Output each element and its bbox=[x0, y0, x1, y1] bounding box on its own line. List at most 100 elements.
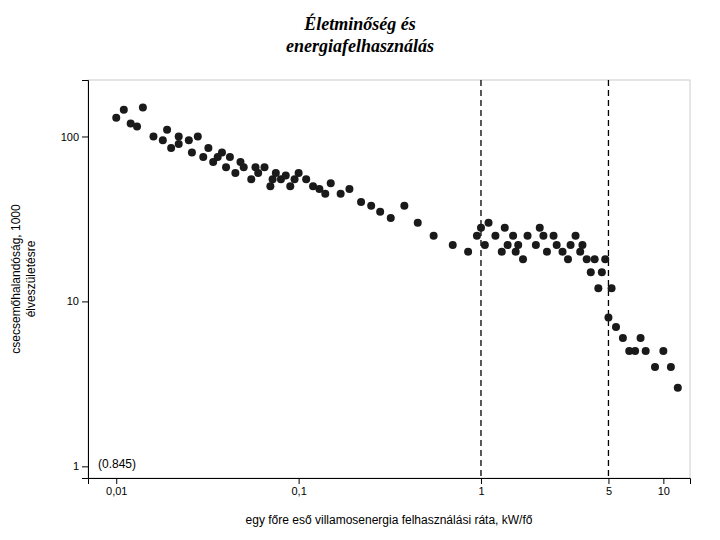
point bbox=[594, 284, 602, 292]
point bbox=[631, 347, 639, 355]
point bbox=[194, 132, 202, 140]
point bbox=[608, 284, 616, 292]
point bbox=[559, 248, 567, 256]
y-tick: 1 bbox=[73, 460, 88, 472]
point bbox=[175, 140, 183, 148]
point bbox=[514, 241, 522, 249]
point bbox=[498, 248, 506, 256]
point bbox=[667, 363, 675, 371]
point bbox=[601, 255, 609, 263]
point bbox=[302, 175, 310, 183]
point bbox=[539, 232, 547, 240]
point bbox=[501, 224, 509, 232]
point bbox=[376, 208, 384, 216]
point bbox=[519, 255, 527, 263]
point bbox=[572, 232, 580, 240]
point bbox=[637, 334, 645, 342]
point bbox=[509, 232, 517, 240]
y-axis-label: csecsemőhalandóság, 1000élveszületésre bbox=[9, 204, 38, 354]
chart: 0,01 0,1 1 5 10 1 10 100 (0.845) Életminőség ésen… bbox=[0, 0, 720, 540]
point bbox=[642, 347, 650, 355]
y-tick-mark bbox=[82, 136, 88, 137]
y-tick-label: 1 bbox=[73, 460, 79, 472]
point bbox=[604, 313, 612, 321]
x-tick: 1 bbox=[478, 478, 484, 497]
point bbox=[578, 241, 586, 249]
y-axis: 1 10 100 bbox=[61, 81, 89, 479]
point bbox=[226, 153, 234, 161]
y-axis-line bbox=[82, 81, 89, 479]
point bbox=[295, 169, 303, 177]
point bbox=[564, 255, 572, 263]
point bbox=[400, 202, 408, 210]
point bbox=[591, 255, 599, 263]
x-tick-mark bbox=[116, 478, 117, 484]
point bbox=[387, 214, 395, 222]
point bbox=[231, 169, 239, 177]
point bbox=[536, 224, 544, 232]
point bbox=[240, 163, 248, 171]
point bbox=[576, 248, 584, 256]
x-axis-label: egy főre eső villamosenergia felhasználá… bbox=[246, 513, 533, 527]
point bbox=[266, 182, 274, 190]
point bbox=[345, 185, 353, 193]
point bbox=[149, 132, 157, 140]
point bbox=[357, 198, 365, 206]
point bbox=[139, 103, 147, 111]
x-tick-label: 0,01 bbox=[106, 485, 127, 497]
x-tick-mark bbox=[299, 478, 300, 484]
point bbox=[674, 384, 682, 392]
y-tick-label: 100 bbox=[61, 130, 79, 142]
point bbox=[282, 171, 290, 179]
point bbox=[491, 232, 499, 240]
x-tick-mark bbox=[608, 478, 609, 484]
point bbox=[619, 334, 627, 342]
x-tick-mark bbox=[481, 478, 482, 484]
point bbox=[260, 163, 268, 171]
point bbox=[167, 144, 175, 152]
point bbox=[254, 169, 262, 177]
point bbox=[481, 241, 489, 249]
point bbox=[504, 241, 512, 249]
point bbox=[175, 132, 183, 140]
plot-area: 0,01 0,1 1 5 10 1 10 100 (0.845) bbox=[61, 80, 691, 497]
y-tick-label: 10 bbox=[67, 295, 79, 307]
point bbox=[367, 202, 375, 210]
plot-frame bbox=[88, 80, 690, 478]
y-tick: 100 bbox=[61, 130, 88, 142]
point bbox=[185, 136, 193, 144]
x-tick-label: 5 bbox=[606, 485, 612, 497]
title: Életminőség ésenergiafelhasználás bbox=[286, 13, 434, 56]
point bbox=[414, 219, 422, 227]
y-tick-mark bbox=[82, 466, 88, 467]
point bbox=[473, 232, 481, 240]
point bbox=[112, 114, 120, 122]
x-tick-label: 0,1 bbox=[291, 485, 306, 497]
reference-line bbox=[608, 80, 609, 478]
x-tick: 0,1 bbox=[291, 478, 306, 497]
point bbox=[321, 190, 329, 198]
point bbox=[133, 122, 141, 130]
point bbox=[163, 126, 171, 134]
point bbox=[598, 268, 606, 276]
point bbox=[485, 219, 493, 227]
point bbox=[272, 169, 280, 177]
point bbox=[583, 255, 591, 263]
point bbox=[430, 232, 438, 240]
x-tick: 10 bbox=[658, 478, 670, 497]
point bbox=[204, 144, 212, 152]
data-layer bbox=[112, 80, 682, 478]
point bbox=[477, 224, 485, 232]
point bbox=[550, 232, 558, 240]
point bbox=[449, 241, 457, 249]
point bbox=[532, 241, 540, 249]
x-tick-mark bbox=[663, 478, 664, 484]
point bbox=[659, 347, 667, 355]
point bbox=[188, 148, 196, 156]
point bbox=[222, 163, 230, 171]
point bbox=[587, 268, 595, 276]
point bbox=[286, 182, 294, 190]
annotation: (0.845) bbox=[98, 457, 136, 471]
point bbox=[327, 179, 335, 187]
point bbox=[120, 106, 128, 114]
